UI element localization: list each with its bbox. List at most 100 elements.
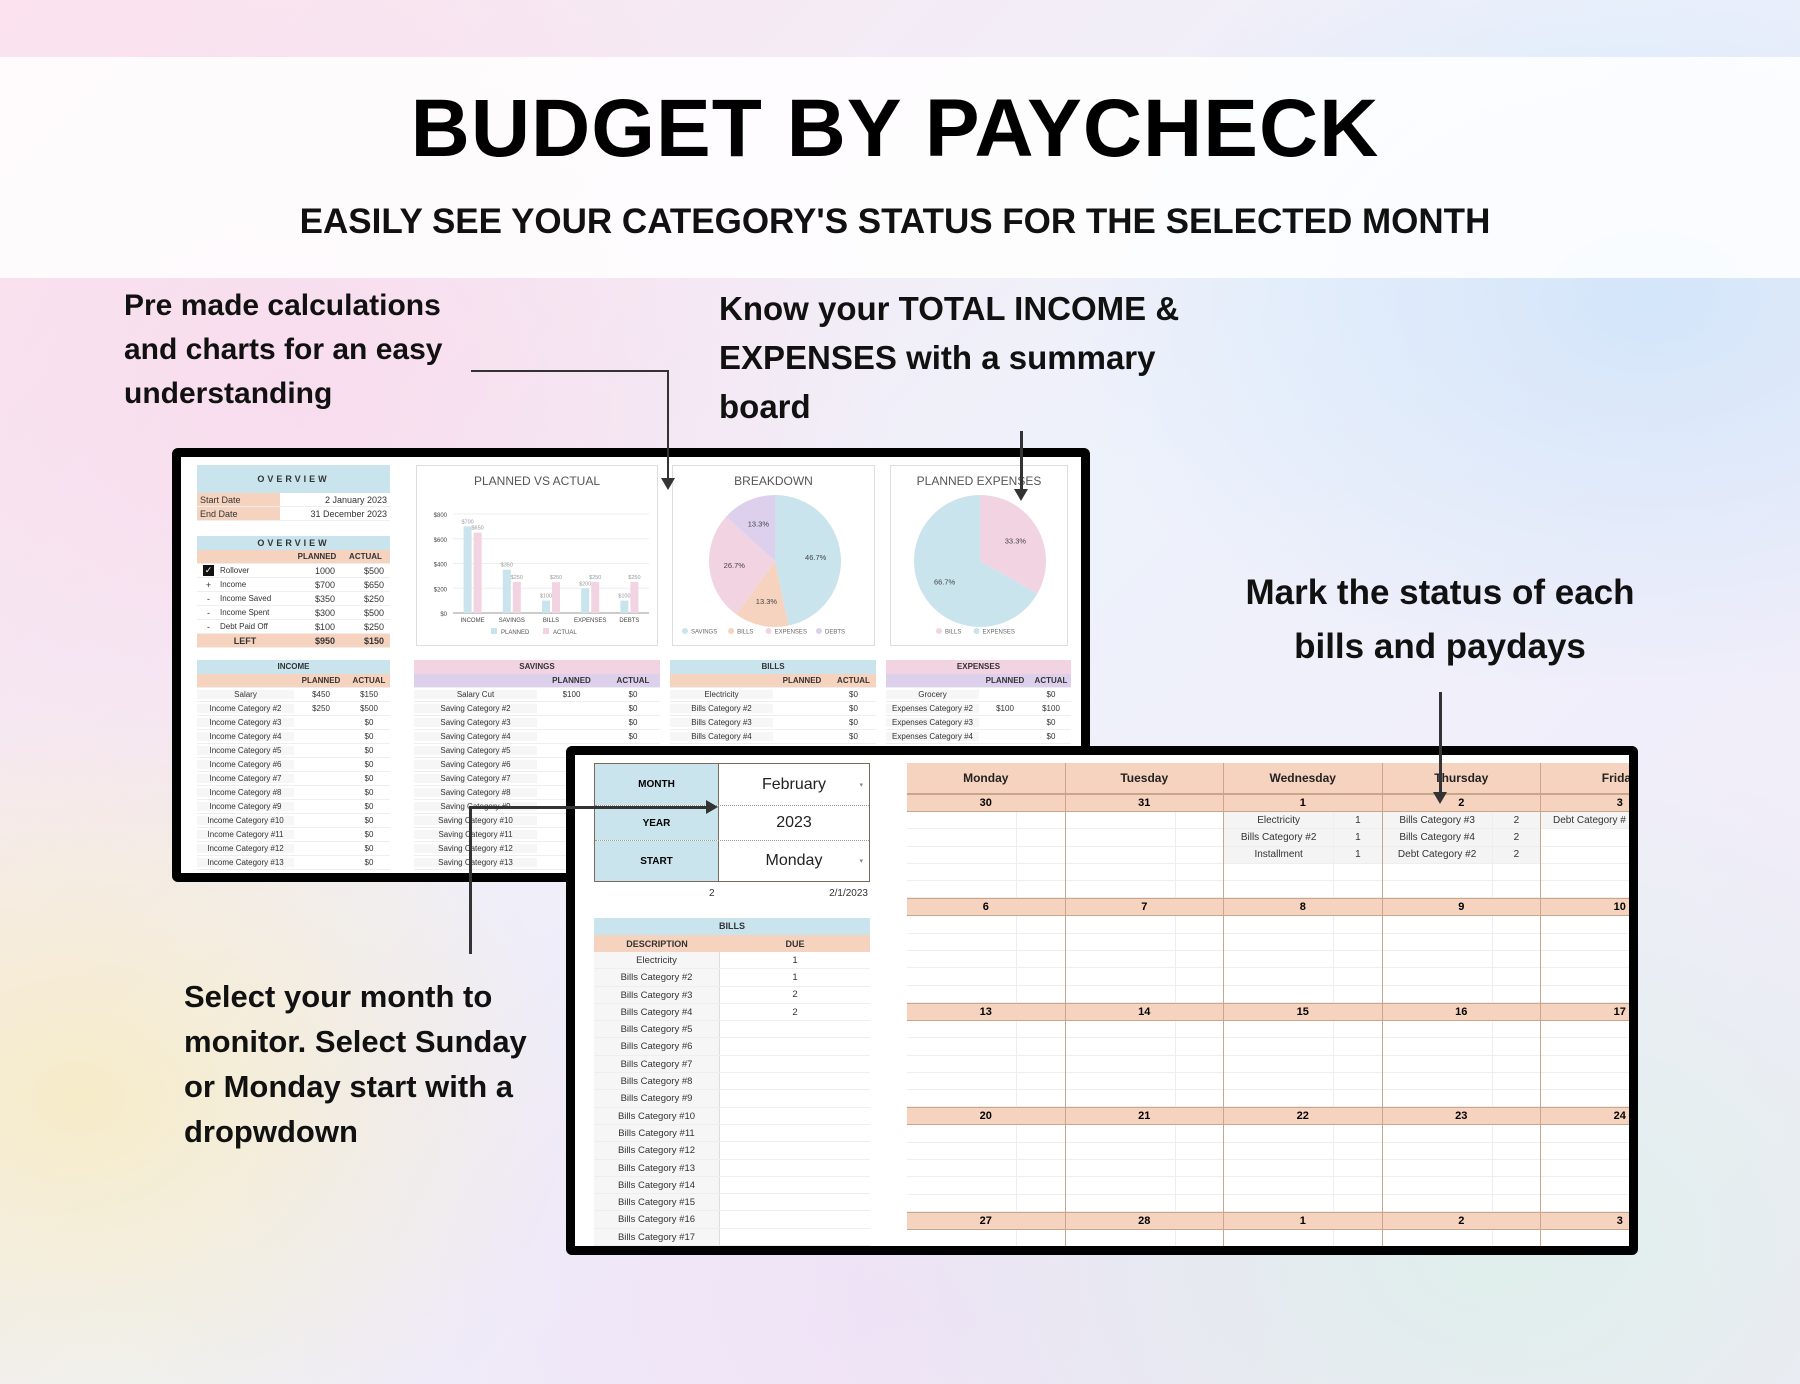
day-cell[interactable]: 17 — [1541, 1002, 1629, 1108]
event-row[interactable] — [1541, 968, 1629, 986]
event-row[interactable] — [1382, 863, 1540, 882]
event-row[interactable] — [1065, 951, 1223, 969]
event-row[interactable] — [1541, 1247, 1638, 1255]
event-row[interactable] — [1541, 1056, 1629, 1073]
event-row[interactable] — [907, 1142, 1065, 1161]
day-cell[interactable]: 24 — [1541, 1107, 1629, 1212]
event-row[interactable] — [907, 1090, 1065, 1108]
event-row[interactable] — [1541, 1230, 1629, 1246]
event-row[interactable] — [1065, 1177, 1223, 1195]
event-row[interactable] — [907, 1229, 1065, 1246]
event-row[interactable] — [1065, 1055, 1223, 1073]
day-cell[interactable]: 27 — [907, 1211, 1065, 1246]
event-row[interactable] — [907, 829, 1065, 847]
day-cell[interactable]: 30 — [907, 794, 1065, 899]
event-row[interactable] — [1382, 1038, 1540, 1056]
event-row[interactable] — [1065, 1038, 1223, 1056]
day-cell[interactable]: 10 — [1541, 898, 1629, 1003]
event-row[interactable] — [1383, 1247, 1541, 1255]
day-cell[interactable]: 8 — [1224, 898, 1382, 1003]
event-row[interactable] — [1065, 1194, 1223, 1212]
day-cell[interactable]: 1 Electricity 1 Bills Category #2 1 Installme… — [1224, 794, 1382, 899]
event-row[interactable] — [907, 1055, 1065, 1073]
event-row[interactable]: Debt Category # — [1541, 812, 1629, 830]
event-row[interactable] — [907, 1072, 1065, 1091]
event-row[interactable] — [907, 1038, 1065, 1056]
event-row[interactable] — [1382, 1055, 1540, 1073]
event-row[interactable] — [1541, 864, 1629, 882]
event-row[interactable] — [1224, 1072, 1382, 1091]
event-row[interactable] — [1224, 1090, 1382, 1108]
event-row[interactable] — [1382, 916, 1540, 934]
event-row[interactable] — [1224, 1055, 1382, 1073]
month-dropdown[interactable]: February ▾ — [719, 764, 869, 805]
event-row[interactable] — [1224, 1160, 1382, 1178]
event-row[interactable] — [1224, 881, 1382, 899]
start-dropdown[interactable]: Monday ▾ — [719, 841, 869, 881]
event-row[interactable] — [1224, 1020, 1382, 1039]
event-row[interactable] — [1382, 933, 1540, 952]
event-row[interactable] — [1382, 1142, 1540, 1161]
event-row[interactable]: Bills Category #3 2 — [1382, 812, 1540, 830]
event-row[interactable] — [1065, 1020, 1223, 1039]
event-row[interactable]: Bills Category #2 1 — [1224, 829, 1382, 847]
event-row[interactable] — [1541, 1038, 1629, 1056]
event-row[interactable] — [1224, 1125, 1382, 1143]
event-row[interactable] — [1065, 812, 1223, 830]
event-row[interactable] — [1541, 986, 1629, 1003]
event-row[interactable] — [1065, 916, 1223, 934]
event-row[interactable] — [907, 1020, 1065, 1039]
event-row[interactable] — [907, 933, 1065, 952]
day-cell[interactable]: 6 — [907, 898, 1065, 1003]
event-row[interactable] — [1065, 1125, 1223, 1143]
event-row[interactable] — [1065, 881, 1223, 899]
event-row[interactable] — [1066, 1247, 1224, 1255]
event-row[interactable] — [1224, 933, 1382, 952]
event-row[interactable] — [1541, 934, 1629, 952]
day-cell[interactable]: 21 — [1065, 1107, 1223, 1212]
day-cell[interactable]: 28 — [1065, 1211, 1224, 1255]
event-row[interactable] — [1224, 985, 1382, 1003]
event-row[interactable] — [1541, 1143, 1629, 1161]
event-row[interactable] — [1541, 916, 1629, 934]
day-cell[interactable]: 20 — [907, 1107, 1065, 1212]
day-cell[interactable]: 7 — [1065, 898, 1223, 1003]
day-cell[interactable]: 2 — [1382, 1211, 1541, 1255]
event-row[interactable] — [1224, 1194, 1382, 1212]
day-cell[interactable]: 9 — [1382, 898, 1540, 1003]
event-row[interactable] — [1065, 985, 1223, 1003]
event-row[interactable] — [1541, 1073, 1629, 1091]
event-row[interactable] — [1541, 1177, 1629, 1195]
day-cell[interactable]: 23 — [1382, 1107, 1540, 1212]
event-row[interactable] — [1382, 1160, 1540, 1178]
event-row[interactable] — [1382, 1090, 1540, 1108]
event-row[interactable] — [907, 1160, 1065, 1178]
event-row[interactable] — [1065, 863, 1223, 882]
event-row[interactable] — [1382, 1020, 1540, 1039]
event-row[interactable] — [1224, 916, 1382, 934]
day-cell[interactable]: 16 — [1382, 1002, 1540, 1108]
day-cell[interactable]: 22 — [1224, 1107, 1382, 1212]
event-row[interactable] — [1383, 1229, 1541, 1246]
event-row[interactable] — [1065, 1142, 1223, 1161]
day-cell[interactable]: 3 Debt Category # — [1541, 794, 1629, 899]
event-row[interactable] — [1541, 1021, 1629, 1039]
day-cell[interactable]: 14 — [1065, 1002, 1223, 1108]
event-row[interactable] — [1065, 1160, 1223, 1178]
event-row[interactable] — [1065, 933, 1223, 952]
event-row[interactable] — [1382, 1125, 1540, 1143]
event-row[interactable]: Electricity 1 — [1224, 812, 1382, 830]
event-row[interactable] — [1224, 951, 1382, 969]
dropdown-caret-icon[interactable]: ▾ — [859, 858, 863, 865]
event-row[interactable] — [907, 1177, 1065, 1195]
event-row[interactable] — [907, 881, 1065, 899]
event-row[interactable] — [1382, 985, 1540, 1003]
dropdown-caret-icon[interactable]: ▾ — [859, 781, 863, 789]
event-row[interactable] — [1541, 847, 1629, 864]
day-cell[interactable]: 31 — [1065, 794, 1223, 899]
event-row[interactable] — [1224, 1229, 1382, 1246]
event-row[interactable] — [1065, 829, 1223, 847]
event-row[interactable] — [907, 846, 1065, 864]
event-row[interactable] — [1541, 951, 1629, 969]
event-row[interactable]: Debt Category #2 2 — [1382, 846, 1540, 864]
